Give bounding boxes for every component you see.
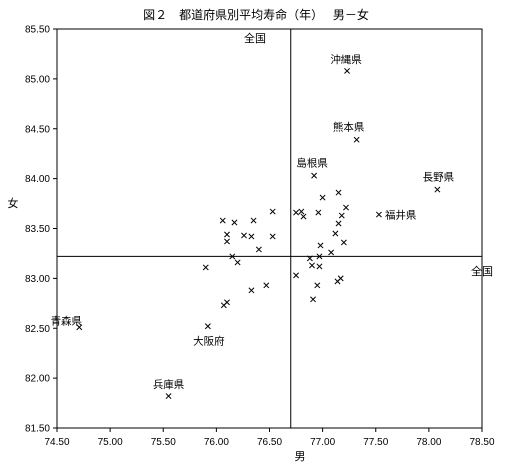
data-point (317, 242, 324, 249)
point-label: 熊本県 (333, 121, 365, 134)
data-point (219, 217, 226, 224)
data-point (337, 275, 344, 282)
data-point (328, 249, 335, 256)
data-point (250, 217, 257, 224)
plot-frame (56, 28, 483, 429)
reference-label-horizontal: 全国 (471, 264, 493, 278)
y-tick-label: 82.50 (25, 324, 50, 335)
point-label: 沖縄県 (330, 53, 362, 66)
x-tick-label: 75.00 (98, 437, 123, 448)
x-tick-label: 76.00 (204, 437, 229, 448)
data-point (309, 262, 315, 269)
data-point (202, 264, 209, 271)
x-tick-label: 74.50 (44, 437, 69, 448)
data-point (434, 186, 441, 193)
y-tick-label: 83.00 (25, 274, 50, 285)
data-point (165, 393, 172, 400)
x-tick-label: 78.00 (416, 437, 441, 448)
data-point (332, 230, 339, 237)
x-tick-label: 77.00 (310, 437, 335, 448)
point-label: 兵庫県 (153, 378, 185, 391)
y-tick-label: 82.00 (25, 374, 50, 385)
data-point (255, 246, 262, 253)
y-tick-label: 85.00 (25, 74, 50, 85)
y-tick-label: 84.50 (25, 124, 50, 135)
y-tick-label: 83.50 (25, 224, 50, 235)
data-points (76, 67, 441, 400)
point-label: 島根県 (296, 157, 328, 170)
chart-title: 図２ 都道府県別平均寿命（年） 男－女 (143, 7, 369, 22)
data-point (315, 209, 322, 216)
x-tick-label: 76.50 (257, 437, 282, 448)
data-point (311, 172, 318, 179)
data-point (269, 208, 276, 215)
y-tick-label: 84.00 (25, 174, 50, 185)
data-point (293, 272, 300, 279)
data-point (248, 233, 255, 240)
data-point (224, 238, 230, 245)
x-tick-label: 75.50 (151, 437, 176, 448)
data-point (224, 299, 230, 306)
x-axis-label: 男 (295, 450, 306, 463)
data-point (340, 239, 347, 246)
data-point (298, 208, 305, 215)
data-point (204, 323, 211, 330)
data-point (306, 255, 313, 262)
data-point (314, 282, 321, 289)
data-point (293, 209, 300, 216)
point-label: 青森県 (51, 314, 83, 327)
data-point (335, 220, 342, 227)
x-tick-label: 78.50 (469, 437, 494, 448)
data-point (224, 231, 230, 238)
y-tick-label: 85.50 (25, 25, 50, 36)
data-point (263, 282, 270, 289)
data-point (248, 287, 255, 294)
data-point (234, 259, 241, 266)
y-tick-label: 81.50 (25, 424, 50, 435)
data-point (319, 194, 326, 201)
x-tick-label: 77.50 (363, 437, 388, 448)
data-point (231, 219, 238, 226)
y-axis: 81.50 82.00 82.50 83.00 83.50 84.00 84.50 85.00… (25, 25, 57, 435)
data-point (300, 213, 307, 220)
data-point (316, 253, 323, 260)
data-point (335, 189, 342, 196)
data-point (229, 253, 236, 260)
point-label: 福井県 (385, 209, 417, 222)
data-point (316, 263, 323, 270)
data-point (338, 212, 345, 219)
point-label: 長野県 (423, 172, 455, 184)
data-point (353, 136, 360, 143)
data-point (76, 324, 83, 331)
y-axis-label: 女 (8, 196, 19, 210)
data-point (344, 67, 351, 74)
x-axis: 74.50 75.00 75.50 76.00 76.50 77.00 77.50 78.00… (44, 428, 495, 448)
reference-label-vertical: 全国 (244, 31, 266, 45)
data-point (343, 204, 349, 211)
data-point (310, 296, 317, 303)
point-label: 大阪府 (193, 334, 225, 347)
data-point (375, 211, 382, 218)
data-point (241, 232, 247, 239)
data-point (269, 233, 276, 240)
